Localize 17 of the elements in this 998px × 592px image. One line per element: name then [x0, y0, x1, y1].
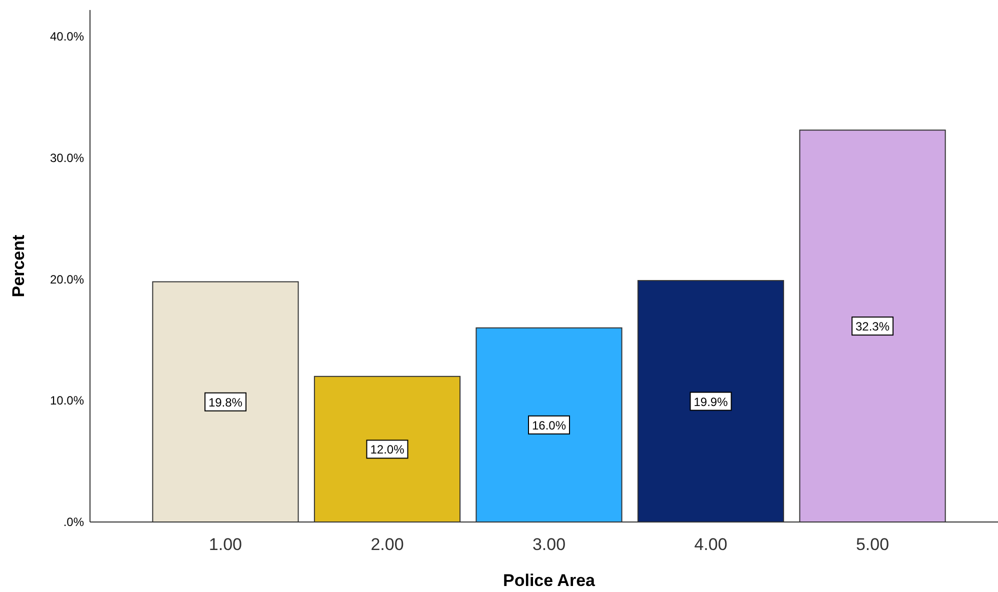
x-tick-label: 1.00 [208, 535, 242, 554]
x-tick-label: 2.00 [370, 535, 404, 554]
x-tick-label: 4.00 [694, 535, 728, 554]
y-axis-title: Percent [9, 234, 28, 298]
data-label: 16.0% [532, 418, 566, 432]
y-tick-label: .0% [63, 515, 84, 529]
y-tick-label: 10.0% [50, 394, 84, 408]
data-label: 12.0% [370, 442, 405, 457]
x-tick-label: 5.00 [856, 535, 890, 554]
data-label: 19.9% [694, 394, 728, 409]
data-label: 32.3% [856, 320, 890, 334]
y-tick-label: 30.0% [50, 151, 84, 166]
data-label: 19.8% [208, 395, 243, 410]
x-tick-label: 3.00 [532, 535, 566, 554]
x-axis-title: Police Area [503, 571, 596, 590]
y-tick-label: 20.0% [50, 272, 84, 286]
y-tick-label: 40.0% [50, 30, 84, 44]
